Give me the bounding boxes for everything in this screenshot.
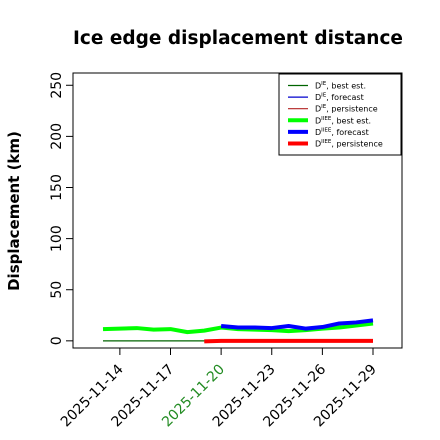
y-tick-label: 250 bbox=[49, 72, 65, 99]
series-line-4 bbox=[220, 318, 374, 331]
y-axis-label: Displacement (km) bbox=[5, 131, 23, 291]
legend-entry: DIIEE, persistence bbox=[315, 139, 383, 149]
y-tick-label: 200 bbox=[49, 123, 65, 150]
x-axis: 2025-11-142025-11-172025-11-202025-11-23… bbox=[58, 348, 380, 430]
chart-title: Ice edge displacement distance bbox=[73, 28, 403, 49]
legend-entry: DIE, forecast bbox=[315, 93, 364, 103]
y-tick-label: 150 bbox=[49, 174, 65, 201]
legend-entry: DIIEE, forecast bbox=[315, 127, 369, 137]
y-tick-label: 50 bbox=[49, 281, 65, 299]
y-tick-label: 0 bbox=[49, 336, 65, 345]
legend-entry: DIE, persistence bbox=[315, 104, 378, 114]
legend-entry: DIE, best est. bbox=[315, 81, 366, 91]
legend-entry: DIIEE, best est. bbox=[315, 116, 371, 126]
series-layer bbox=[102, 318, 374, 344]
series-line-5 bbox=[204, 338, 373, 344]
y-tick-label: 100 bbox=[49, 225, 65, 252]
plot-area-frame bbox=[72, 72, 403, 349]
y-axis: 0 50 100 150 200 250 bbox=[49, 72, 73, 345]
